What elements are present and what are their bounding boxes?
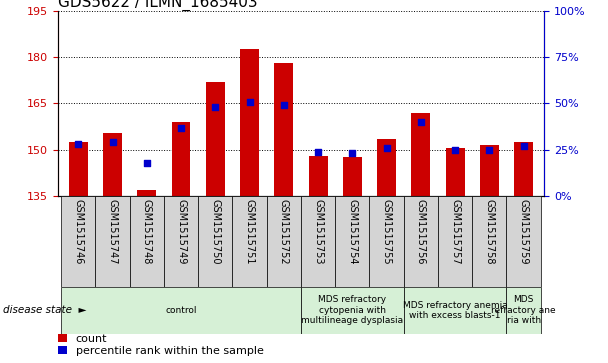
FancyBboxPatch shape	[61, 196, 95, 287]
FancyBboxPatch shape	[506, 196, 541, 287]
FancyBboxPatch shape	[404, 196, 438, 287]
Text: GSM1515755: GSM1515755	[382, 199, 392, 264]
Point	[313, 149, 323, 155]
Bar	[377, 139, 396, 196]
Bar	[309, 156, 328, 196]
Point	[108, 139, 117, 145]
FancyBboxPatch shape	[472, 196, 506, 287]
Bar	[412, 113, 430, 196]
Bar	[480, 145, 499, 196]
Text: GSM1515754: GSM1515754	[347, 199, 358, 264]
Text: GSM1515759: GSM1515759	[519, 199, 528, 264]
Point	[485, 147, 494, 152]
Text: MDS
refractory ane
ria with: MDS refractory ane ria with	[491, 295, 556, 325]
Text: GSM1515751: GSM1515751	[244, 199, 255, 264]
FancyBboxPatch shape	[130, 196, 164, 287]
Text: MDS refractory
cytopenia with
multilineage dysplasia: MDS refractory cytopenia with multilinea…	[302, 295, 403, 325]
Point	[74, 141, 83, 147]
Bar	[240, 49, 259, 196]
Bar	[446, 148, 465, 196]
FancyBboxPatch shape	[267, 196, 301, 287]
Legend: count, percentile rank within the sample: count, percentile rank within the sample	[58, 334, 263, 356]
Point	[176, 125, 186, 130]
Point	[244, 99, 254, 105]
FancyBboxPatch shape	[335, 196, 370, 287]
FancyBboxPatch shape	[95, 196, 130, 287]
Bar	[206, 82, 225, 196]
Point	[279, 102, 289, 108]
FancyBboxPatch shape	[438, 196, 472, 287]
FancyBboxPatch shape	[164, 196, 198, 287]
Text: GSM1515748: GSM1515748	[142, 199, 152, 264]
Text: GSM1515749: GSM1515749	[176, 199, 186, 264]
Text: GSM1515758: GSM1515758	[485, 199, 494, 264]
Point	[519, 143, 528, 149]
FancyBboxPatch shape	[506, 287, 541, 334]
Bar	[69, 142, 88, 196]
FancyBboxPatch shape	[301, 196, 335, 287]
Text: disease state  ►: disease state ►	[3, 305, 86, 315]
Text: GSM1515757: GSM1515757	[450, 199, 460, 264]
Text: GSM1515756: GSM1515756	[416, 199, 426, 264]
Text: GSM1515753: GSM1515753	[313, 199, 323, 264]
Bar	[103, 133, 122, 196]
FancyBboxPatch shape	[301, 287, 404, 334]
FancyBboxPatch shape	[370, 196, 404, 287]
Bar	[171, 122, 190, 196]
Point	[142, 160, 151, 166]
Text: control: control	[165, 306, 197, 315]
Point	[416, 119, 426, 125]
Text: GSM1515750: GSM1515750	[210, 199, 220, 264]
FancyBboxPatch shape	[198, 196, 232, 287]
FancyBboxPatch shape	[232, 196, 267, 287]
Text: MDS refractory anemia
with excess blasts-1: MDS refractory anemia with excess blasts…	[402, 301, 508, 320]
Text: GDS5622 / ILMN_1685403: GDS5622 / ILMN_1685403	[58, 0, 257, 11]
Text: GSM1515747: GSM1515747	[108, 199, 117, 264]
Point	[382, 145, 392, 151]
Bar	[343, 158, 362, 196]
Point	[348, 151, 358, 156]
Bar	[274, 64, 293, 196]
Bar	[137, 190, 156, 196]
Point	[210, 104, 220, 110]
FancyBboxPatch shape	[404, 287, 506, 334]
FancyBboxPatch shape	[61, 287, 301, 334]
Text: GSM1515752: GSM1515752	[279, 199, 289, 264]
Point	[451, 147, 460, 152]
Bar	[514, 142, 533, 196]
Text: GSM1515746: GSM1515746	[74, 199, 83, 264]
